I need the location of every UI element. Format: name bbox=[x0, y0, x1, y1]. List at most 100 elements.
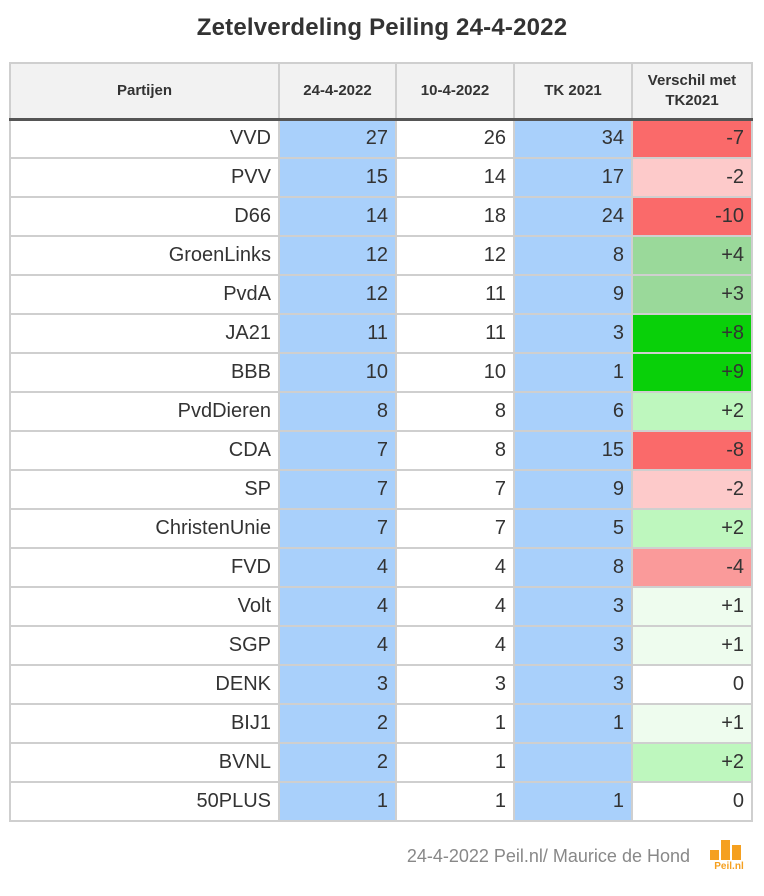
seats-tk-2021-cell: 1 bbox=[513, 781, 633, 822]
party-name-cell: DENK bbox=[9, 664, 280, 705]
seats-tk-2021-cell: 34 bbox=[513, 118, 633, 159]
seats-tk-2021-cell: 3 bbox=[513, 586, 633, 627]
seats-tk-2021-cell: 1 bbox=[513, 703, 633, 744]
seats-tk-2021-cell: 24 bbox=[513, 196, 633, 237]
seats-10-4-2022-cell: 8 bbox=[395, 391, 515, 432]
party-name-cell: PvdA bbox=[9, 274, 280, 315]
seats-10-4-2022-cell: 4 bbox=[395, 625, 515, 666]
table-row: DENK 3 3 3 0 bbox=[9, 664, 753, 705]
party-name-cell: GroenLinks bbox=[9, 235, 280, 276]
seats-10-4-2022-cell: 14 bbox=[395, 157, 515, 198]
poll-table: Partijen 24-4-2022 10-4-2022 TK 2021 Ver… bbox=[9, 62, 753, 822]
party-name-cell: D66 bbox=[9, 196, 280, 237]
table-row: VVD 27 26 34 -7 bbox=[9, 118, 753, 159]
difference-cell: -10 bbox=[631, 196, 753, 237]
difference-cell: +2 bbox=[631, 508, 753, 549]
party-name-cell: VVD bbox=[9, 118, 280, 159]
table-row: SP 7 7 9 -2 bbox=[9, 469, 753, 510]
table-row: JA21 11 11 3 +8 bbox=[9, 313, 753, 354]
table-row: ChristenUnie 7 7 5 +2 bbox=[9, 508, 753, 549]
table-row: D66 14 18 24 -10 bbox=[9, 196, 753, 237]
seats-10-4-2022-cell: 18 bbox=[395, 196, 515, 237]
seats-tk-2021-cell: 17 bbox=[513, 157, 633, 198]
seats-24-4-2022-cell: 2 bbox=[278, 703, 397, 744]
table-row: CDA 7 8 15 -8 bbox=[9, 430, 753, 471]
difference-cell: 0 bbox=[631, 781, 753, 822]
seats-10-4-2022-cell: 4 bbox=[395, 586, 515, 627]
table-row: GroenLinks 12 12 8 +4 bbox=[9, 235, 753, 276]
party-name-cell: Volt bbox=[9, 586, 280, 627]
seats-10-4-2022-cell: 11 bbox=[395, 274, 515, 315]
party-name-cell: BIJ1 bbox=[9, 703, 280, 744]
seats-10-4-2022-cell: 26 bbox=[395, 118, 515, 159]
difference-cell: +9 bbox=[631, 352, 753, 393]
header-row: Partijen 24-4-2022 10-4-2022 TK 2021 Ver… bbox=[9, 62, 753, 121]
table-row: BBB 10 10 1 +9 bbox=[9, 352, 753, 393]
seats-24-4-2022-cell: 4 bbox=[278, 547, 397, 588]
seats-tk-2021-cell: 6 bbox=[513, 391, 633, 432]
table-row: FVD 4 4 8 -4 bbox=[9, 547, 753, 588]
difference-cell: -2 bbox=[631, 469, 753, 510]
seats-24-4-2022-cell: 2 bbox=[278, 742, 397, 783]
difference-cell: -8 bbox=[631, 430, 753, 471]
logo-bar-1 bbox=[710, 850, 719, 860]
difference-cell: 0 bbox=[631, 664, 753, 705]
table-row: BIJ1 2 1 1 +1 bbox=[9, 703, 753, 744]
party-name-cell: FVD bbox=[9, 547, 280, 588]
party-name-cell: 50PLUS bbox=[9, 781, 280, 822]
difference-cell: +2 bbox=[631, 742, 753, 783]
party-name-cell: BBB bbox=[9, 352, 280, 393]
seats-10-4-2022-cell: 1 bbox=[395, 703, 515, 744]
seats-24-4-2022-cell: 1 bbox=[278, 781, 397, 822]
seats-10-4-2022-cell: 7 bbox=[395, 508, 515, 549]
difference-cell: +1 bbox=[631, 586, 753, 627]
header-10-4-2022: 10-4-2022 bbox=[395, 62, 515, 121]
seats-24-4-2022-cell: 7 bbox=[278, 430, 397, 471]
seats-24-4-2022-cell: 7 bbox=[278, 508, 397, 549]
seats-10-4-2022-cell: 3 bbox=[395, 664, 515, 705]
party-name-cell: JA21 bbox=[9, 313, 280, 354]
party-name-cell: PVV bbox=[9, 157, 280, 198]
seats-tk-2021-cell: 3 bbox=[513, 313, 633, 354]
difference-cell: +3 bbox=[631, 274, 753, 315]
seats-24-4-2022-cell: 15 bbox=[278, 157, 397, 198]
seats-24-4-2022-cell: 4 bbox=[278, 625, 397, 666]
seats-tk-2021-cell: 8 bbox=[513, 547, 633, 588]
seats-24-4-2022-cell: 3 bbox=[278, 664, 397, 705]
party-name-cell: BVNL bbox=[9, 742, 280, 783]
seats-10-4-2022-cell: 10 bbox=[395, 352, 515, 393]
seats-tk-2021-cell: 8 bbox=[513, 235, 633, 276]
table-row: BVNL 2 1 +2 bbox=[9, 742, 753, 783]
difference-cell: -7 bbox=[631, 118, 753, 159]
logo-bar-3 bbox=[732, 845, 741, 860]
logo-bar-2 bbox=[721, 840, 730, 860]
peil-logo: Peil.nl bbox=[708, 832, 750, 872]
seats-24-4-2022-cell: 7 bbox=[278, 469, 397, 510]
header-tk-2021: TK 2021 bbox=[513, 62, 633, 121]
table-row: PVV 15 14 17 -2 bbox=[9, 157, 753, 198]
header-24-4-2022: 24-4-2022 bbox=[278, 62, 397, 121]
seats-10-4-2022-cell: 7 bbox=[395, 469, 515, 510]
party-name-cell: ChristenUnie bbox=[9, 508, 280, 549]
difference-cell: +2 bbox=[631, 391, 753, 432]
chart-title: Zetelverdeling Peiling 24-4-2022 bbox=[196, 14, 568, 41]
seats-tk-2021-cell: 3 bbox=[513, 625, 633, 666]
party-name-cell: PvdDieren bbox=[9, 391, 280, 432]
party-name-cell: SGP bbox=[9, 625, 280, 666]
header-verschil-line1: Verschil met bbox=[647, 71, 737, 89]
seats-24-4-2022-cell: 8 bbox=[278, 391, 397, 432]
difference-cell: +8 bbox=[631, 313, 753, 354]
seats-24-4-2022-cell: 14 bbox=[278, 196, 397, 237]
seats-24-4-2022-cell: 10 bbox=[278, 352, 397, 393]
header-verschil: Verschil met TK2021 bbox=[631, 62, 753, 121]
seats-10-4-2022-cell: 11 bbox=[395, 313, 515, 354]
difference-cell: +1 bbox=[631, 625, 753, 666]
difference-cell: +1 bbox=[631, 703, 753, 744]
header-verschil-line2: TK2021 bbox=[665, 91, 719, 109]
seats-tk-2021-cell: 9 bbox=[513, 274, 633, 315]
seats-10-4-2022-cell: 1 bbox=[395, 742, 515, 783]
difference-cell: -2 bbox=[631, 157, 753, 198]
table-row: SGP 4 4 3 +1 bbox=[9, 625, 753, 666]
header-partijen: Partijen bbox=[9, 62, 280, 121]
seats-tk-2021-cell: 3 bbox=[513, 664, 633, 705]
